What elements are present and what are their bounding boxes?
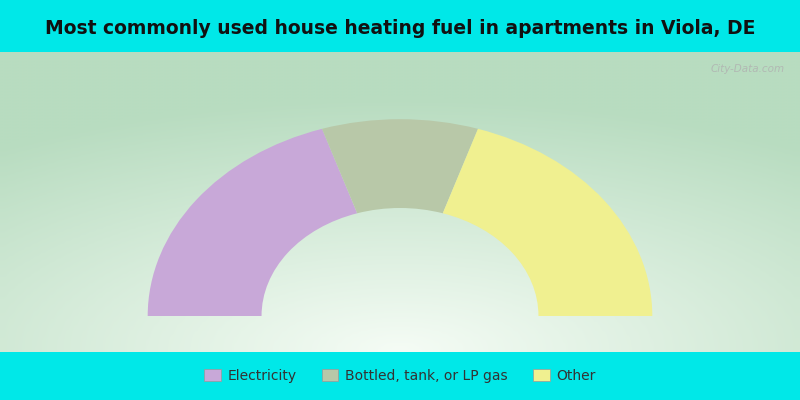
Wedge shape xyxy=(322,119,478,213)
Text: City-Data.com: City-Data.com xyxy=(710,64,785,74)
Wedge shape xyxy=(442,129,652,316)
Wedge shape xyxy=(148,129,358,316)
Legend: Electricity, Bottled, tank, or LP gas, Other: Electricity, Bottled, tank, or LP gas, O… xyxy=(204,369,596,383)
Text: Most commonly used house heating fuel in apartments in Viola, DE: Most commonly used house heating fuel in… xyxy=(45,19,755,38)
